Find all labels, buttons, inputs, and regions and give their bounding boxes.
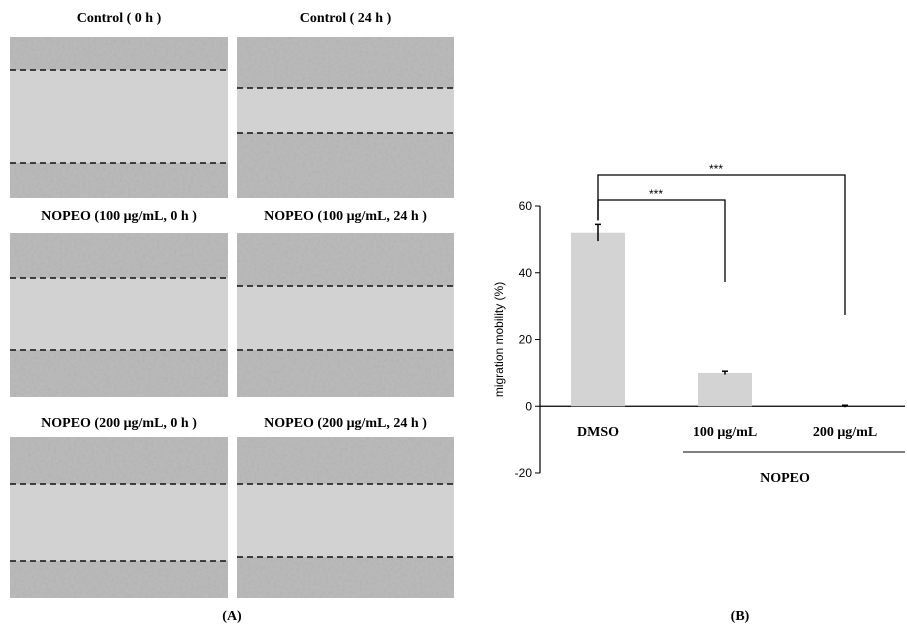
scratch-gap — [10, 484, 228, 561]
panel-label: (A) — [222, 609, 242, 624]
scratch-gap — [237, 286, 454, 350]
error-bar — [595, 223, 601, 242]
error-bar — [722, 370, 728, 375]
micrograph — [10, 437, 228, 598]
scratch-gap — [237, 484, 454, 557]
y-tick-label: 60 — [519, 199, 533, 213]
significance-label: *** — [649, 187, 663, 201]
image-caption: NOPEO (100 μg/mL, 0 h ) — [41, 209, 197, 224]
bar — [698, 372, 752, 407]
panel-label: (B) — [731, 609, 750, 624]
micrograph — [10, 37, 228, 198]
y-tick-label: 0 — [525, 399, 532, 413]
significance-bracket — [597, 174, 846, 315]
image-caption: Control ( 0 h ) — [77, 11, 162, 26]
image-caption: NOPEO (200 μg/mL, 0 h ) — [41, 416, 197, 431]
significance-label: *** — [709, 162, 723, 176]
micrograph — [237, 437, 454, 598]
group-label: NOPEO — [760, 471, 810, 486]
x-tick-label: 200 μg/mL — [813, 425, 877, 440]
bar — [571, 232, 625, 407]
scratch-gap — [10, 70, 228, 163]
chart: -20 0 20 40 60 migration mobility (%) DMSO 100 … — [492, 162, 905, 486]
micrograph — [10, 233, 228, 397]
image-caption: NOPEO (100 μg/mL, 24 h ) — [264, 209, 427, 224]
scratch-gap — [237, 88, 454, 133]
image-caption: Control ( 24 h ) — [300, 11, 392, 26]
scratch-gap — [10, 278, 228, 350]
y-tick-label: 40 — [519, 266, 533, 280]
y-tick-label: 20 — [519, 333, 533, 347]
x-tick-label: DMSO — [577, 425, 619, 440]
micrograph — [237, 233, 454, 397]
x-tick-label: 100 μg/mL — [693, 425, 757, 440]
panel-a: Control ( 0 h ) Control ( 24 h ) NOPEO (10… — [10, 11, 454, 598]
image-caption: NOPEO (200 μg/mL, 24 h ) — [264, 416, 427, 431]
error-bar — [842, 404, 848, 408]
y-tick-label: -20 — [515, 466, 533, 480]
y-axis-label: migration mobility (%) — [492, 282, 506, 397]
micrograph — [237, 37, 454, 198]
